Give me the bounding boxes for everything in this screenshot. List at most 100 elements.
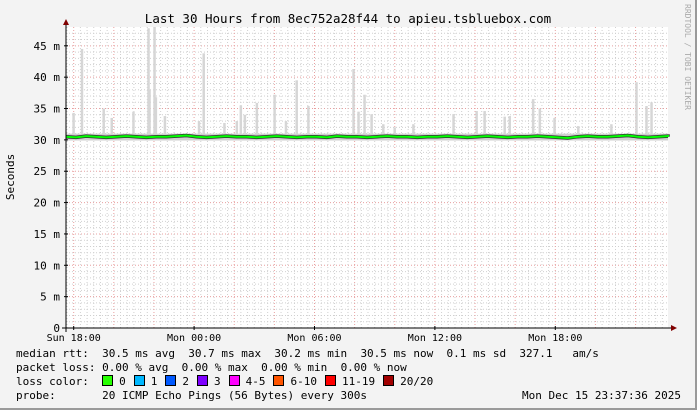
legend-probe: probe: 20 ICMP Echo Pings (56 Bytes) eve…: [16, 389, 686, 403]
loss-color-swatch: [383, 375, 395, 386]
median-rtt-min: 30.2 ms min: [274, 347, 348, 360]
loss-color-item: 20/20: [383, 375, 433, 388]
loss-color-item: 3: [196, 375, 221, 388]
y-tick-label: 15 m: [34, 228, 61, 241]
loss-color-value: 1: [150, 375, 158, 388]
packet-loss-avg: 0.00 % avg: [102, 361, 169, 374]
loss-color-value: 0: [119, 375, 126, 388]
y-axis-arrow: [63, 19, 69, 25]
smoke-spike: [223, 122, 226, 134]
y-tick-label: 0: [53, 322, 60, 335]
median-rtt-label: median rtt:: [16, 347, 89, 360]
smoke-spike: [202, 53, 205, 134]
packet-loss-label: packet loss:: [16, 361, 96, 374]
legend-loss-color: loss color: 0 1 2 3 4-5 6-10 11-19 20/20: [16, 375, 686, 389]
smoke-spike: [102, 108, 105, 134]
loss-color-label: loss color:: [16, 375, 89, 388]
smoke-spike: [243, 114, 247, 134]
median-rtt-now: 30.5 ms now: [360, 347, 434, 360]
loss-color-swatch: [324, 375, 336, 386]
smoke-spike: [412, 124, 415, 134]
median-rtt-am-unit: am/s: [572, 347, 599, 360]
smoke-spike: [538, 108, 542, 134]
smoke-spike: [154, 97, 158, 134]
packet-loss-min: 0.00 % min: [261, 361, 328, 374]
smoke-spike: [197, 121, 201, 134]
smoke-spike: [382, 124, 385, 134]
smoke-spike: [483, 111, 486, 134]
smoke-spike: [295, 80, 298, 134]
x-tick-label: Mon 18:00: [528, 333, 582, 344]
loss-color-swatch: [273, 375, 285, 386]
median-line: [65, 134, 669, 140]
y-tick-label: 30 m: [34, 134, 61, 147]
smoke-spike: [635, 82, 638, 134]
smoke-spike: [531, 99, 535, 134]
y-tick-label: 40 m: [34, 71, 61, 84]
smoke-spike: [553, 117, 556, 134]
smoke-spike: [650, 102, 653, 134]
loss-color-value: 4-5: [245, 375, 266, 388]
smoke-spike: [393, 127, 396, 134]
y-tick-label: 5 m: [40, 291, 60, 304]
y-axis-label: Seconds: [4, 154, 17, 200]
loss-color-item: 0: [102, 375, 126, 388]
smoke-spike: [577, 126, 580, 134]
smoke-spike: [610, 124, 613, 134]
x-tick-label: Mon 06:00: [287, 333, 341, 344]
smoke-spike: [352, 69, 355, 134]
smoke-spike: [475, 111, 478, 134]
smoke-spike: [452, 114, 455, 134]
smoke-spike: [153, 27, 156, 134]
loss-color-item: 6-10: [273, 375, 317, 388]
loss-color-value: 6-10: [290, 375, 317, 388]
loss-color-value: 2: [182, 375, 189, 388]
smoke-spike: [132, 111, 135, 134]
smoke-spike: [508, 116, 511, 134]
legend-packet-loss: packet loss: 0.00 % avg 0.00 % max 0.00 …: [16, 361, 686, 375]
packet-loss-now: 0.00 % now: [340, 361, 407, 374]
smoke-spike: [645, 106, 648, 134]
smoke-spike: [273, 94, 276, 134]
watermark: RRDTOOL / TOBI OETIKER: [683, 4, 692, 110]
loss-color-item: 2: [165, 375, 189, 388]
smoke-spike: [370, 114, 373, 134]
x-axis-arrow: [671, 325, 677, 331]
smoke-spike: [235, 121, 239, 134]
loss-color-value: 11-19: [341, 375, 376, 388]
probe-label: probe:: [16, 389, 56, 402]
loss-color-swatch: [196, 375, 208, 386]
y-tick-label: 25 m: [34, 165, 61, 178]
loss-color-swatch: [228, 375, 240, 386]
smoke-spike: [255, 102, 259, 134]
axes: 0 5 m 10 m 15 m 20 m 25 m 30 m 35 m 40 m 45 m Sun …: [34, 19, 677, 344]
smoke-spike: [72, 112, 75, 134]
median-rtt-am: 327.1: [519, 347, 553, 360]
smoke-spike: [357, 111, 360, 134]
loss-color-item: 1: [133, 375, 158, 388]
loss-color-value: 3: [213, 375, 221, 388]
x-tick-label: Mon 12:00: [408, 333, 462, 344]
median-layer: [65, 133, 670, 140]
smoke-spike: [363, 94, 366, 134]
loss-color-value: 20/20: [400, 375, 434, 388]
median-rtt-avg: 30.5 ms avg: [102, 347, 175, 360]
y-tick-label: 45 m: [34, 40, 61, 53]
probe-text: 20 ICMP Echo Pings (56 Bytes) every 300s: [102, 389, 368, 402]
smoke-spike: [284, 121, 288, 134]
smoke-spike: [110, 117, 113, 134]
probe-timestamp: Mon Dec 15 23:37:36 2025: [522, 389, 681, 402]
smoke-spike: [163, 116, 167, 134]
loss-color-items: 0 1 2 3 4-5 6-10 11-19 20/20: [102, 375, 441, 388]
smoke-spike: [239, 105, 243, 134]
smoke-spike: [307, 106, 310, 134]
y-tick-label: 35 m: [34, 103, 61, 116]
loss-color-swatch: [165, 375, 177, 386]
chart-title: Last 30 Hours from 8ec752a28f44 to apieu…: [145, 11, 551, 26]
packet-loss-max: 0.00 % max: [181, 361, 248, 374]
loss-color-item: 11-19: [324, 375, 376, 388]
smoke-spike: [147, 28, 150, 134]
loss-color-item: 4-5: [228, 375, 266, 388]
legend-median-rtt: median rtt: 30.5 ms avg 30.7 ms max 30.2…: [16, 347, 686, 361]
